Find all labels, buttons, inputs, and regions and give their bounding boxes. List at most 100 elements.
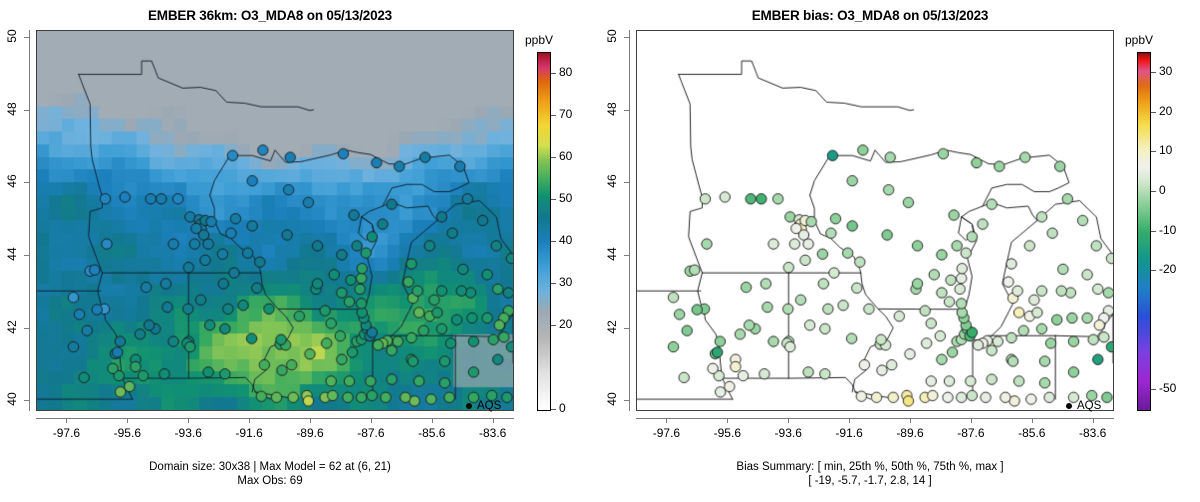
- model-map-frame: [36, 30, 514, 411]
- model-aqs-label: AQS: [477, 400, 502, 412]
- colorbar-tick-mark: [1151, 389, 1156, 391]
- colorbar-tick-mark: [551, 283, 556, 284]
- x-tick-label: -83.6: [479, 426, 507, 440]
- bias-aqs-label: AQS: [1077, 400, 1102, 412]
- y-tick-mark: [24, 400, 29, 402]
- colorbar-tick-label: -50: [1159, 381, 1177, 396]
- x-tick-label: -93.6: [774, 426, 802, 440]
- colorbar-tick-mark: [1151, 190, 1156, 192]
- x-tick-mark: [66, 418, 68, 423]
- colorbar-tick-label: 30: [1159, 63, 1173, 78]
- y-tick-mark: [624, 254, 629, 256]
- panel-model-title: EMBER 36km: O3_MDA8 on 05/13/2023: [147, 8, 392, 23]
- x-tick-mark: [910, 418, 911, 423]
- model-caption-line2: Max Obs: 69: [237, 475, 303, 487]
- model-x-axis: [36, 418, 514, 419]
- colorbar-tick-mark: [1151, 230, 1156, 232]
- colorbar-tick-label: 20: [1159, 103, 1173, 118]
- colorbar-tick-mark: [551, 241, 556, 242]
- x-tick-mark: [727, 418, 729, 423]
- x-tick-label: -85.6: [1018, 426, 1046, 440]
- x-tick-label: -93.6: [174, 426, 202, 440]
- x-tick-mark: [370, 418, 372, 423]
- y-tick-mark: [24, 37, 29, 39]
- colorbar-tick-label: -10: [1159, 222, 1177, 237]
- bias-y-axis: [629, 30, 630, 411]
- x-tick-label: -91.6: [235, 426, 263, 440]
- panel-bias: EMBER bias: O3_MDA8 on 05/13/2023 -97.6 -…: [600, 0, 1200, 502]
- colorbar-tick-label: 30: [559, 275, 573, 289]
- colorbar-tick-mark: [1151, 71, 1156, 73]
- y-tick-mark: [24, 109, 29, 111]
- bias-map-canvas: [637, 31, 1113, 410]
- x-tick-label: -83.6: [1079, 426, 1107, 440]
- model-aqs-legend: AQS: [466, 400, 501, 412]
- x-tick-label: -85.6: [418, 426, 446, 440]
- y-tick-label: 44: [605, 247, 619, 261]
- colorbar-tick-label: 0: [559, 401, 566, 415]
- aqs-dot-icon: [1066, 403, 1072, 409]
- y-tick-label: 40: [5, 392, 19, 406]
- x-tick-label: -87.6: [357, 426, 385, 440]
- x-tick-label: -89.6: [296, 426, 324, 440]
- x-tick-mark: [788, 418, 790, 423]
- colorbar-tick-label: 70: [559, 107, 573, 121]
- x-tick-mark: [188, 418, 190, 423]
- bias-colorbar-units: ppbV: [1125, 33, 1154, 47]
- x-tick-mark: [127, 418, 129, 423]
- x-tick-mark: [849, 418, 851, 423]
- colorbar-tick-mark: [551, 199, 556, 200]
- y-tick-mark: [24, 182, 29, 184]
- model-colorbar: [537, 52, 551, 411]
- colorbar-tick-label: -20: [1159, 262, 1177, 277]
- model-colorbar-units: ppbV: [525, 33, 554, 47]
- model-y-axis: [29, 30, 30, 411]
- colorbar-tick-mark: [551, 157, 556, 158]
- y-tick-mark: [624, 400, 629, 402]
- panel-model: EMBER 36km: O3_MDA8 on 05/13/2023 -97.6 -…: [5, 8, 573, 487]
- y-tick-label: 48: [5, 102, 19, 116]
- x-tick-label: -95.6: [113, 426, 141, 440]
- bias-caption-line2: [ -19, -5.7, -1.7, 2.8, 14 ]: [808, 475, 932, 487]
- y-tick-label: 48: [605, 102, 619, 116]
- colorbar-tick-label: 40: [559, 233, 573, 247]
- colorbar-tick-mark: [551, 409, 556, 410]
- x-tick-label: -89.6: [896, 426, 924, 440]
- y-tick-mark: [624, 37, 629, 39]
- colorbar-tick-mark: [551, 325, 556, 326]
- colorbar-tick-mark: [1151, 270, 1156, 272]
- colorbar-tick-mark: [551, 73, 556, 74]
- y-tick-label: 42: [605, 319, 619, 334]
- x-tick-mark: [431, 418, 433, 423]
- colorbar-tick-label: 20: [559, 317, 573, 331]
- colorbar-tick-label: 80: [559, 65, 573, 79]
- colorbar-tick-mark: [1151, 111, 1156, 113]
- y-tick-label: 40: [605, 392, 619, 406]
- bias-x-axis: [636, 418, 1114, 419]
- y-tick-mark: [624, 109, 629, 111]
- y-tick-mark: [624, 182, 629, 184]
- x-tick-mark: [492, 418, 494, 423]
- bias-aqs-legend: AQS: [1066, 400, 1101, 412]
- bias-caption-line1: Bias Summary: [ min, 25th %, 50th %, 75t…: [736, 461, 1004, 473]
- x-tick-label: -95.6: [713, 426, 741, 440]
- y-tick-label: 44: [5, 247, 19, 261]
- bias-map-frame: [636, 30, 1114, 411]
- y-tick-label: 46: [605, 174, 619, 189]
- colorbar-tick-label: 0: [1159, 182, 1166, 197]
- bias-colorbar: [1137, 52, 1151, 411]
- x-tick-label: -97.6: [652, 426, 681, 440]
- x-tick-mark: [1031, 418, 1033, 423]
- x-tick-mark: [1092, 418, 1094, 423]
- x-tick-label: -97.6: [52, 426, 81, 440]
- x-tick-mark: [249, 418, 251, 423]
- y-tick-label: 46: [5, 174, 19, 189]
- x-tick-mark: [970, 418, 972, 423]
- x-tick-label: -87.6: [957, 426, 985, 440]
- y-tick-label: 50: [5, 29, 19, 43]
- aqs-dot-icon: [466, 403, 472, 409]
- y-tick-mark: [24, 327, 29, 329]
- x-tick-mark: [310, 418, 311, 423]
- x-tick-label: -91.6: [835, 426, 863, 440]
- panel-bias-title: EMBER bias: O3_MDA8 on 05/13/2023: [751, 8, 989, 23]
